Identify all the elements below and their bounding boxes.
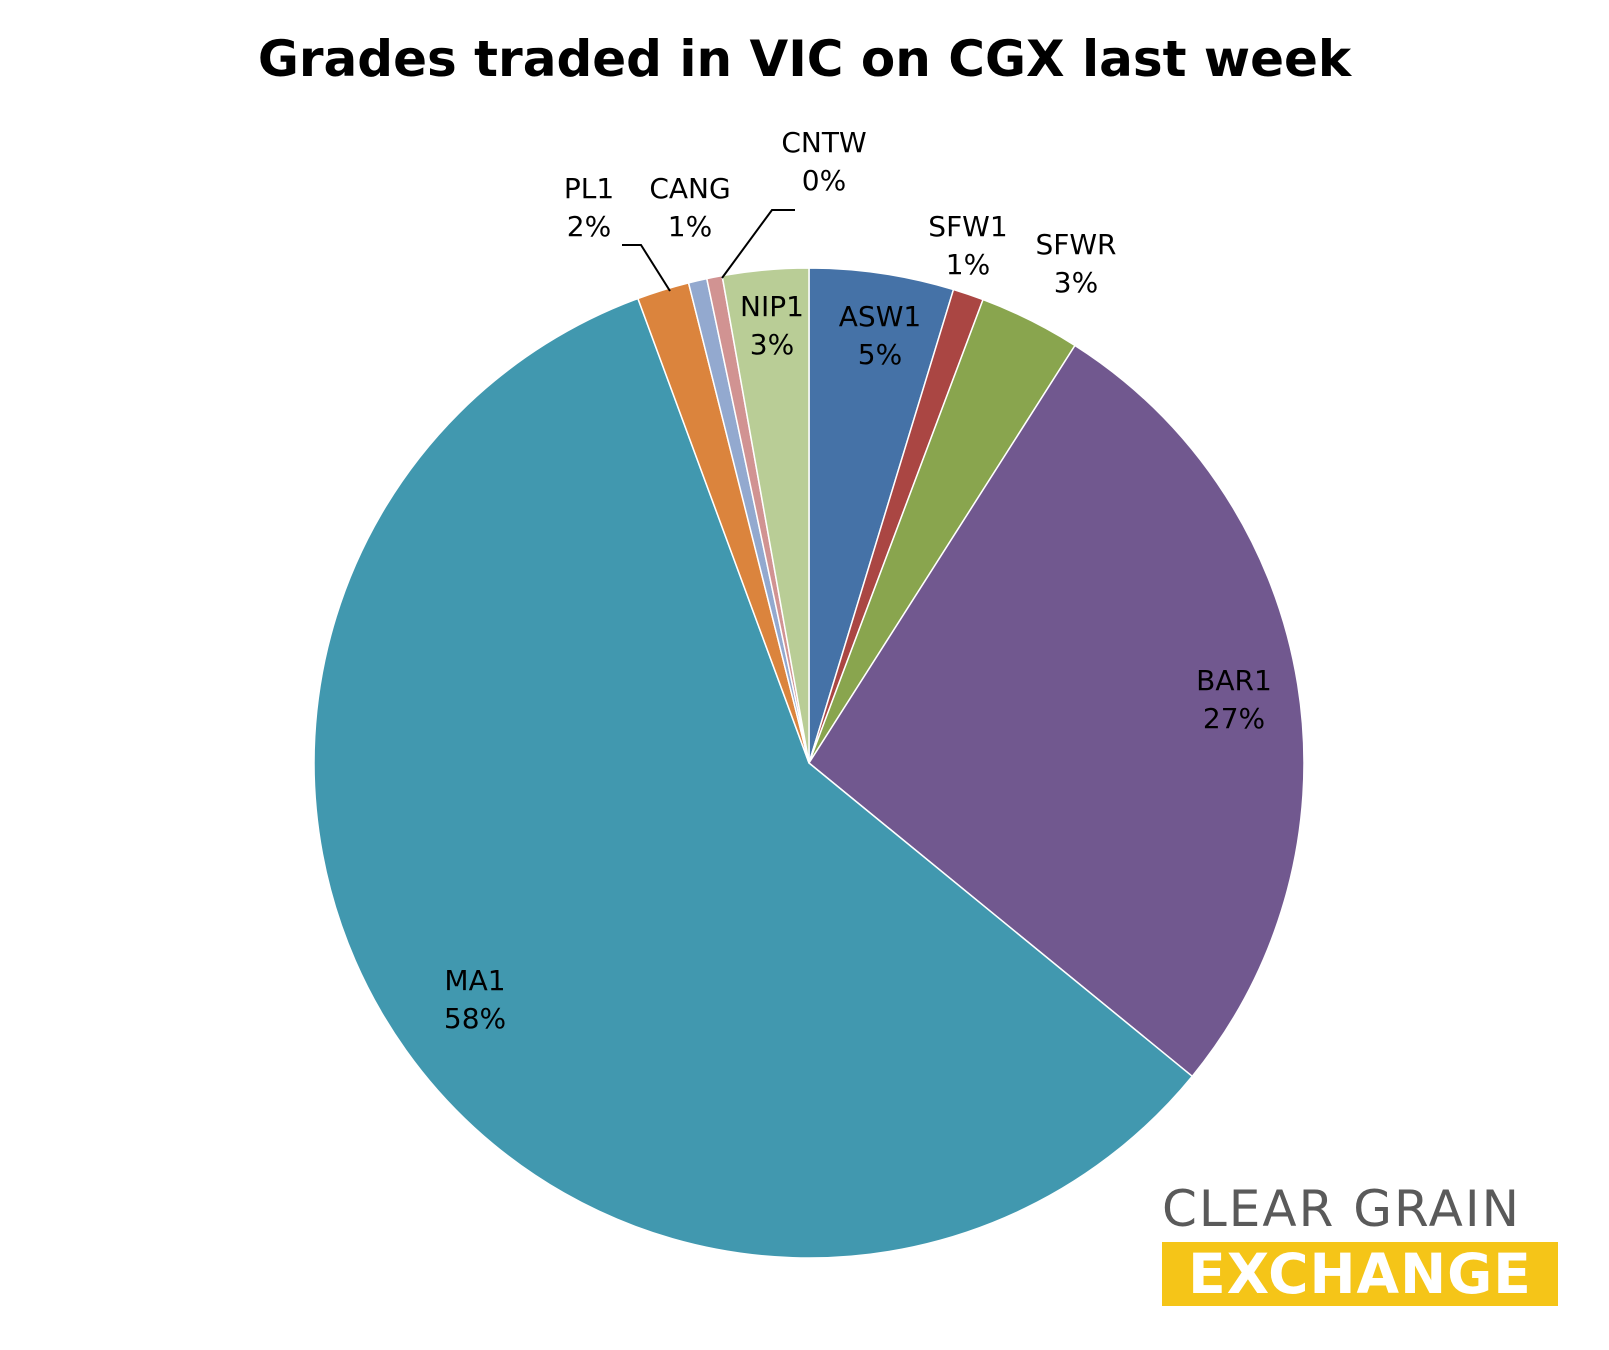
slice-label-pl1: PL1 2% [564,172,614,243]
slice-name-cntw: CNTW [781,126,866,159]
slice-name-cang: CANG [649,172,730,205]
slice-percent-asw1: 5% [858,338,902,371]
slice-percent-pl1: 2% [567,210,611,243]
chart-title: Grades traded in VIC on CGX last week [257,30,1352,88]
slice-name-asw1: ASW1 [839,300,921,333]
slice-label-bar1: BAR1 27% [1196,664,1272,735]
pie-slice-nip1 [721,267,810,764]
logo-text-exchange: EXCHANGE [1162,1242,1558,1306]
slice-label-cang: CANG 1% [649,172,730,243]
slice-percent-nip1: 3% [750,328,794,361]
pie-slice-bar1 [808,344,1305,1078]
slice-name-sfw1: SFW1 [928,210,1007,243]
slice-percent-cntw: 0% [802,164,846,197]
leader-line-pl1 [622,244,671,292]
slice-labels: ASW1 5%SFW1 1%SFWR 3%BAR1 27%MA1 58%PL1 2%CANG… [444,126,1272,1035]
slice-name-nip1: NIP1 [740,290,804,323]
leader-lines [622,209,795,292]
slice-label-sfw1: SFW1 1% [928,210,1007,281]
slice-label-ma1: MA1 58% [444,964,506,1035]
slice-percent-sfw1: 1% [946,248,990,281]
slice-name-bar1: BAR1 [1196,664,1272,697]
slice-label-nip1: NIP1 3% [740,290,804,361]
slice-percent-ma1: 58% [444,1002,506,1035]
slice-name-ma1: MA1 [444,964,505,997]
pie-slice-ma1 [313,297,1194,1259]
leader-line-cntw [721,209,795,279]
slice-percent-bar1: 27% [1203,702,1265,735]
slice-name-sfwr: SFWR [1035,228,1116,261]
slice-label-cntw: CNTW 0% [781,126,866,197]
clear-grain-exchange-logo: CLEAR GRAIN EXCHANGE [1162,1180,1558,1310]
slice-label-asw1: ASW1 5% [839,300,921,371]
slice-percent-cang: 1% [668,210,712,243]
slice-name-pl1: PL1 [564,172,614,205]
slice-percent-sfwr: 3% [1054,266,1098,299]
pie-slices [313,267,1305,1259]
slice-label-sfwr: SFWR 3% [1035,228,1116,299]
logo-text-clear-grain: CLEAR GRAIN [1162,1180,1522,1238]
